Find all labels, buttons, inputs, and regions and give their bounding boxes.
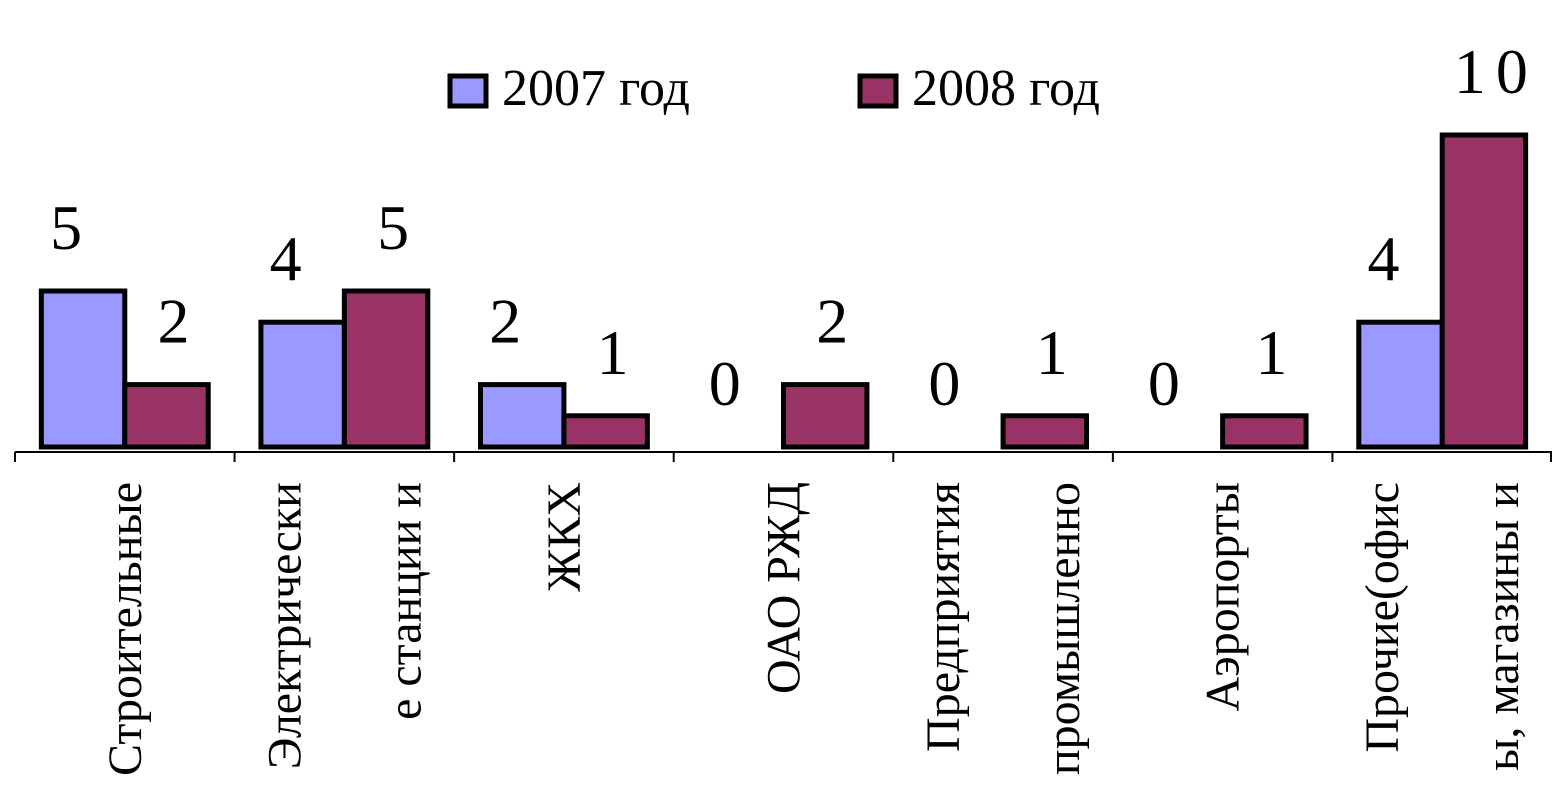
x-tick-label: ЖКХ: [538, 482, 591, 592]
data-label: 0: [709, 348, 751, 419]
legend-swatch: [857, 73, 899, 109]
x-tick-label: е станции и: [378, 482, 431, 720]
x-tick-label: Прочие(офис: [1356, 482, 1409, 753]
bar: [38, 288, 128, 450]
bar: [1439, 132, 1529, 450]
data-label: 5: [377, 192, 419, 263]
legend-swatch: [447, 73, 489, 109]
bar: [561, 413, 650, 450]
bar: [1000, 413, 1090, 450]
bar: [122, 382, 211, 450]
data-label: 4: [270, 223, 312, 294]
x-tick-label: Строительные: [99, 482, 152, 776]
data-label: 10: [1454, 36, 1538, 107]
legend-label: 2008 год: [912, 60, 1100, 117]
x-tick-label: Предприятия: [917, 482, 970, 752]
data-label: 4: [1367, 223, 1409, 294]
bar: [1356, 319, 1445, 450]
x-tick-label: промышленно: [1037, 482, 1090, 775]
bar: [258, 319, 347, 450]
x-tick-label: Аэропорты: [1197, 482, 1250, 712]
data-label: 2: [489, 286, 531, 357]
bar: [477, 382, 567, 450]
x-tick-label: ы, магазины и: [1476, 482, 1529, 771]
data-label: 2: [816, 286, 858, 357]
data-label: 5: [50, 192, 92, 263]
data-label: 0: [928, 348, 970, 419]
data-label: 1: [1036, 317, 1078, 388]
x-tick-label: ОАО РЖД: [758, 482, 811, 694]
data-label: 0: [1148, 348, 1190, 419]
legend-label: 2007 год: [502, 60, 690, 117]
data-label: 1: [597, 317, 639, 388]
bar: [341, 288, 431, 450]
bar: [781, 382, 870, 450]
data-label: 2: [158, 286, 200, 357]
data-label: 1: [1255, 317, 1297, 388]
x-tick-label: Электрически: [258, 482, 311, 769]
bar: [1220, 413, 1309, 450]
